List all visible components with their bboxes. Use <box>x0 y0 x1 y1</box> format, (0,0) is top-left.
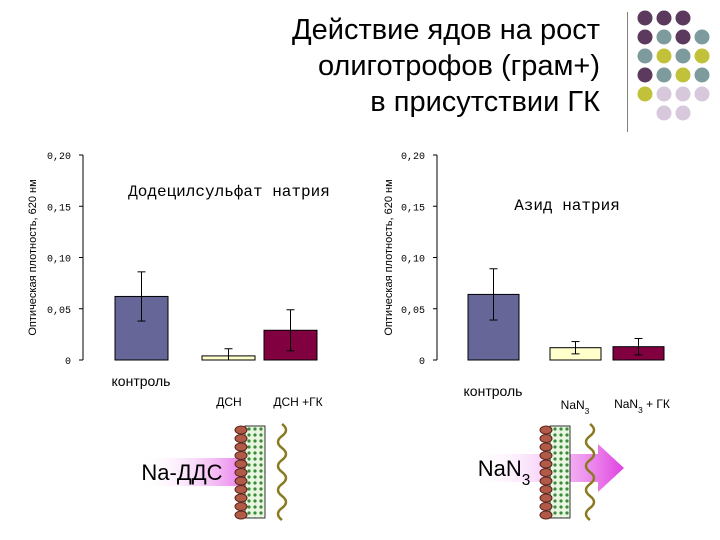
y-tick-label: 0,20 <box>47 152 71 163</box>
decorative-dot <box>656 48 672 64</box>
chart-right: 0 0,05 0,10 0,15 0,20 Оптическая плотность, 6… <box>383 152 670 416</box>
y-axis-label: Оптическая плотность, 620 нм <box>383 179 395 335</box>
lipid-head <box>234 493 248 503</box>
title-line-2: олиготрофов (грам+) <box>317 50 600 82</box>
diagram-label: NaN3 <box>478 456 531 489</box>
decorative-dot <box>675 105 691 121</box>
decorative-dot <box>675 48 691 64</box>
decorative-dot <box>694 86 710 102</box>
lipid-head <box>234 485 248 494</box>
lipid-head <box>234 510 248 520</box>
membrane <box>244 425 266 519</box>
decorative-dot <box>637 67 653 83</box>
y-tick-label: 0,10 <box>47 255 71 266</box>
lipid-head <box>539 476 553 486</box>
decorative-dot <box>694 29 710 45</box>
decorative-dot <box>637 48 653 64</box>
lipid-head <box>234 476 248 486</box>
chart-title: Азид натрия <box>514 197 620 215</box>
decorative-dot <box>675 86 691 102</box>
x-category-label: ДСН +ГК <box>273 395 322 409</box>
decorative-dot <box>637 29 653 45</box>
lipid-head <box>539 434 553 443</box>
y-tick-label: 0 <box>419 357 425 368</box>
decorative-dot <box>675 10 691 26</box>
membrane-diagram-left: Na-ДДС <box>140 423 288 521</box>
y-tick-label: 0,10 <box>401 255 425 266</box>
decorative-dot <box>675 29 691 45</box>
lipid-head <box>539 485 553 494</box>
membrane-diagram-right: NaN3 <box>470 423 624 521</box>
lipid-head <box>539 493 553 503</box>
lipid-head <box>234 425 248 435</box>
x-category-label: контроль <box>112 373 171 389</box>
lipid-head <box>539 502 553 511</box>
lipid-head <box>234 451 248 460</box>
lipid-head <box>539 510 553 520</box>
x-category-label: NaN3 <box>561 398 590 416</box>
decorative-dot <box>656 29 672 45</box>
lipid-head <box>234 434 248 443</box>
decorative-dot <box>656 10 672 26</box>
decorative-dot <box>637 86 653 102</box>
lipid-head <box>234 459 248 469</box>
lipid-head <box>539 459 553 469</box>
decorative-dot <box>694 67 710 83</box>
decorative-dot <box>694 48 710 64</box>
decorative-dot <box>656 67 672 83</box>
arrow-shape <box>140 448 266 496</box>
y-tick-label: 0,15 <box>401 203 425 214</box>
decorative-dot <box>656 105 672 121</box>
lipid-head <box>539 468 553 477</box>
wavy-wall <box>584 423 596 521</box>
membrane <box>549 425 571 519</box>
y-tick-label: 0 <box>65 357 71 368</box>
title-line-3: в присутствии ГК <box>370 86 600 118</box>
diagram-label: Na-ДДС <box>141 460 222 485</box>
chart-title: Додецилсульфат натрия <box>128 183 330 201</box>
lipid-head <box>234 468 248 477</box>
lipid-head <box>539 451 553 460</box>
y-axis-label: Оптическая плотность, 620 нм <box>27 179 39 335</box>
decorative-dot <box>656 86 672 102</box>
decorative-dot <box>675 67 691 83</box>
x-category-label: контроль <box>464 383 523 399</box>
title-line-1: Действие ядов на рост <box>292 14 600 46</box>
decorative-dot <box>637 10 653 26</box>
x-category-label: ДСН <box>216 395 241 409</box>
lipid-head <box>539 425 553 435</box>
lipid-head <box>539 442 553 452</box>
title-divider <box>627 12 628 132</box>
lipid-head <box>234 442 248 452</box>
y-tick-label: 0,20 <box>401 152 425 163</box>
lipid-head <box>234 502 248 511</box>
slide-title: Действие ядов на рост олиготрофов (грам+… <box>170 12 600 120</box>
x-category-label: NaN3 + ГК <box>614 397 670 415</box>
y-tick-label: 0,15 <box>47 203 71 214</box>
chart-left: 0 0,05 0,10 0,15 0,20 Оптическая плотность, 6… <box>27 152 330 409</box>
y-tick-label: 0,05 <box>401 306 425 317</box>
y-tick-label: 0,05 <box>47 306 71 317</box>
wavy-wall <box>276 423 288 521</box>
